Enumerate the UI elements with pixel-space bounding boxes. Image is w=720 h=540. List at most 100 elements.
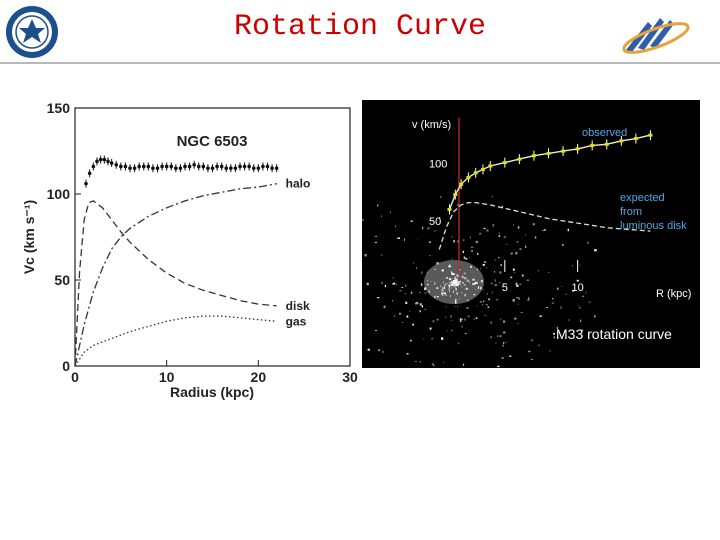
galaxy-star — [427, 271, 428, 274]
x-axis-label: Radius (kpc) — [170, 384, 254, 400]
galaxy-star — [457, 281, 460, 284]
galaxy-star — [459, 283, 461, 285]
galaxy-star — [512, 268, 515, 271]
galaxy-star — [517, 226, 520, 229]
galaxy-star — [455, 284, 457, 286]
y-tick-label: 100 — [47, 186, 71, 202]
observed-point — [84, 181, 88, 186]
galaxy-star — [516, 241, 519, 243]
galaxy-star — [549, 349, 551, 353]
galaxy-star — [580, 319, 582, 322]
disk-curve — [74, 200, 277, 367]
galaxy-star — [460, 318, 464, 321]
chart-caption: M33 rotation curve — [556, 326, 672, 342]
galaxy-star — [366, 282, 369, 286]
galaxy-star — [461, 325, 463, 328]
galaxy-star — [556, 326, 558, 329]
galaxy-star — [434, 230, 436, 232]
galaxy-star — [441, 292, 443, 295]
galaxy-star — [415, 302, 418, 305]
galaxy-star — [528, 350, 531, 353]
galaxy-star — [426, 283, 429, 285]
galaxy-star — [451, 271, 453, 275]
galaxy-star — [497, 365, 500, 368]
galaxy-star — [531, 358, 533, 360]
galaxy-star — [501, 205, 503, 209]
galaxy-star — [488, 298, 491, 301]
galaxy-star — [454, 287, 457, 289]
galaxy-star — [477, 286, 480, 289]
observed-point — [619, 139, 624, 143]
observed-point — [123, 164, 128, 169]
galaxy-star — [472, 278, 475, 281]
galaxy-star — [464, 333, 467, 335]
galaxy-star — [568, 319, 570, 321]
galaxy-star — [527, 299, 530, 301]
galaxy-star — [405, 286, 406, 287]
galaxy-star — [362, 219, 364, 221]
galaxy-star — [367, 348, 370, 351]
galaxy-star — [454, 276, 456, 279]
galaxy-star — [474, 282, 476, 285]
galaxy-star — [510, 252, 513, 255]
observed-point — [229, 166, 233, 170]
observed-point — [242, 164, 247, 169]
galaxy-star — [451, 258, 453, 260]
galaxy-star — [451, 273, 455, 275]
galaxy-star — [395, 283, 397, 285]
galaxy-star — [465, 258, 468, 260]
observed-point — [238, 164, 242, 169]
x-tick-label: 0 — [71, 369, 79, 385]
gas-label: gas — [286, 314, 307, 328]
galaxy-star — [449, 264, 451, 266]
galaxy-star — [514, 317, 517, 320]
galaxy-star — [486, 293, 488, 295]
galaxy-star — [463, 256, 466, 259]
galaxy-star — [470, 236, 471, 239]
galaxy-star — [482, 264, 485, 266]
galaxy-star — [459, 298, 460, 300]
observed-point — [160, 164, 164, 169]
galaxy-star — [567, 228, 569, 232]
galaxy-star — [480, 280, 483, 283]
galaxy-star — [500, 263, 502, 266]
galaxy-star — [392, 300, 394, 302]
galaxy-star — [455, 278, 458, 282]
galaxy-star — [449, 289, 450, 292]
galaxy-star — [443, 281, 444, 284]
galaxy-star — [431, 363, 434, 365]
galaxy-star — [510, 276, 513, 279]
galaxy-star — [449, 278, 452, 281]
galaxy-star — [441, 291, 444, 294]
observed-point — [274, 166, 279, 170]
galaxy-star — [462, 250, 464, 253]
galaxy-star — [578, 307, 581, 309]
galaxy-star — [457, 306, 458, 308]
galaxy-star — [515, 252, 518, 255]
galaxy-star — [453, 278, 456, 279]
galaxy-star — [503, 320, 506, 323]
observed-point — [466, 175, 471, 179]
galaxy-star — [578, 305, 580, 306]
galaxy-star — [427, 284, 429, 286]
observed-point — [141, 164, 146, 169]
galaxy-star — [505, 342, 507, 343]
disk-label: disk — [286, 299, 310, 313]
galaxy-star — [389, 211, 391, 214]
galaxy-star — [446, 277, 449, 279]
observed-point — [102, 157, 107, 162]
galaxy-star — [405, 284, 407, 287]
galaxy-star — [428, 241, 432, 243]
galaxy-star — [452, 284, 454, 286]
galaxy-star — [457, 203, 459, 207]
galaxy-star — [479, 232, 482, 235]
observed-point — [256, 166, 261, 170]
observed-point — [91, 164, 96, 169]
galaxy-star — [464, 318, 466, 321]
galaxy-star — [542, 230, 544, 232]
galaxy-star — [451, 282, 453, 285]
galaxy-star — [440, 285, 442, 288]
galaxy-star — [459, 280, 461, 282]
galaxy-star — [449, 284, 453, 287]
galaxy-star — [581, 329, 584, 332]
